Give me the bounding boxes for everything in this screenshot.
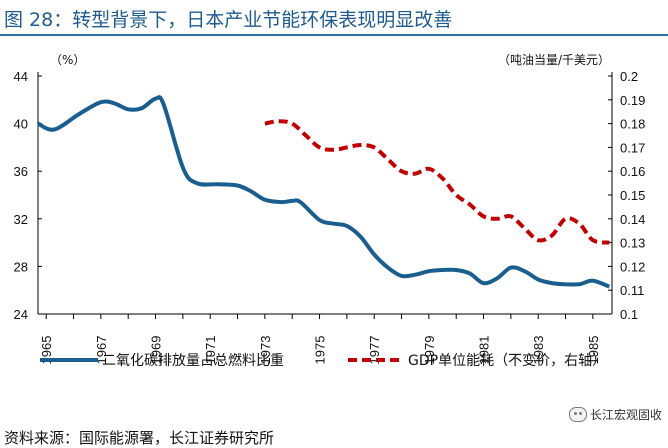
series-line-co2-share [37, 95, 611, 289]
x-tick-label: 1975 [313, 336, 328, 365]
right-tick-label: 0.13 [620, 236, 645, 251]
watermark: 长江宏观固收 [568, 406, 662, 423]
right-tick-label: 0.12 [620, 259, 645, 274]
axes: （%） （吨油当量/千美元） 24 28 32 36 40 44 0.1 0.11 0.12 0.13… [14, 53, 646, 364]
legend: 二氧化碳排放量占总燃料比重 GDP单位能耗（不变价，右轴） [40, 352, 606, 369]
right-tick-label: 0.17 [620, 140, 645, 155]
legend-label-co2-share: 二氧化碳排放量占总燃料比重 [102, 352, 284, 369]
x-tick-label: 1965 [39, 336, 54, 365]
x-tick-label: 1979 [422, 336, 437, 365]
title-bar: 图 28：转型背景下，日本产业节能环保表现明显改善 [0, 0, 668, 36]
source-note: 资料来源：国际能源署，长江证券研究所 [4, 429, 275, 447]
right-tick-label: 0.19 [620, 93, 645, 108]
right-tick-label: 0.14 [620, 212, 645, 227]
x-tick-label: 1969 [149, 336, 164, 365]
right-tick-label: 0.18 [620, 117, 645, 132]
left-tick-label: 28 [14, 259, 28, 274]
right-tick-label: 0.15 [620, 188, 645, 203]
left-tick-label: 36 [14, 164, 28, 179]
right-tick-label: 0.1 [620, 307, 638, 322]
right-unit-label: （吨油当量/千美元） [498, 53, 610, 67]
chart: （%） （吨油当量/千美元） 24 28 32 36 40 44 0.1 0.11 0.12 0.13… [14, 53, 646, 369]
legend-label-gdp-energy: GDP单位能耗（不变价，右轴） [408, 353, 606, 369]
x-tick-label: 1973 [258, 336, 273, 365]
left-tick-label: 32 [14, 212, 28, 227]
chart-title: 图 28：转型背景下，日本产业节能环保表现明显改善 [4, 9, 453, 31]
x-tick-label: 1977 [367, 336, 382, 365]
right-tick-label: 0.16 [620, 164, 645, 179]
left-tick-label: 40 [14, 117, 28, 132]
wechat-icon [568, 407, 587, 422]
x-tick-label: 1967 [94, 336, 109, 365]
series-layer [37, 95, 611, 289]
x-tick-label: 1983 [531, 336, 546, 365]
left-tick-label: 24 [14, 307, 28, 322]
left-unit-label: （%） [50, 53, 85, 67]
series-line-gdp-energy [264, 119, 610, 245]
left-tick-label: 44 [14, 69, 28, 84]
x-tick-label: 1985 [586, 336, 601, 365]
right-tick-label: 0.11 [620, 283, 644, 298]
watermark-text: 长江宏观固收 [589, 408, 662, 422]
x-tick-label: 1981 [477, 336, 492, 365]
x-tick-label: 1971 [203, 336, 218, 365]
right-tick-label: 0.2 [620, 69, 638, 84]
